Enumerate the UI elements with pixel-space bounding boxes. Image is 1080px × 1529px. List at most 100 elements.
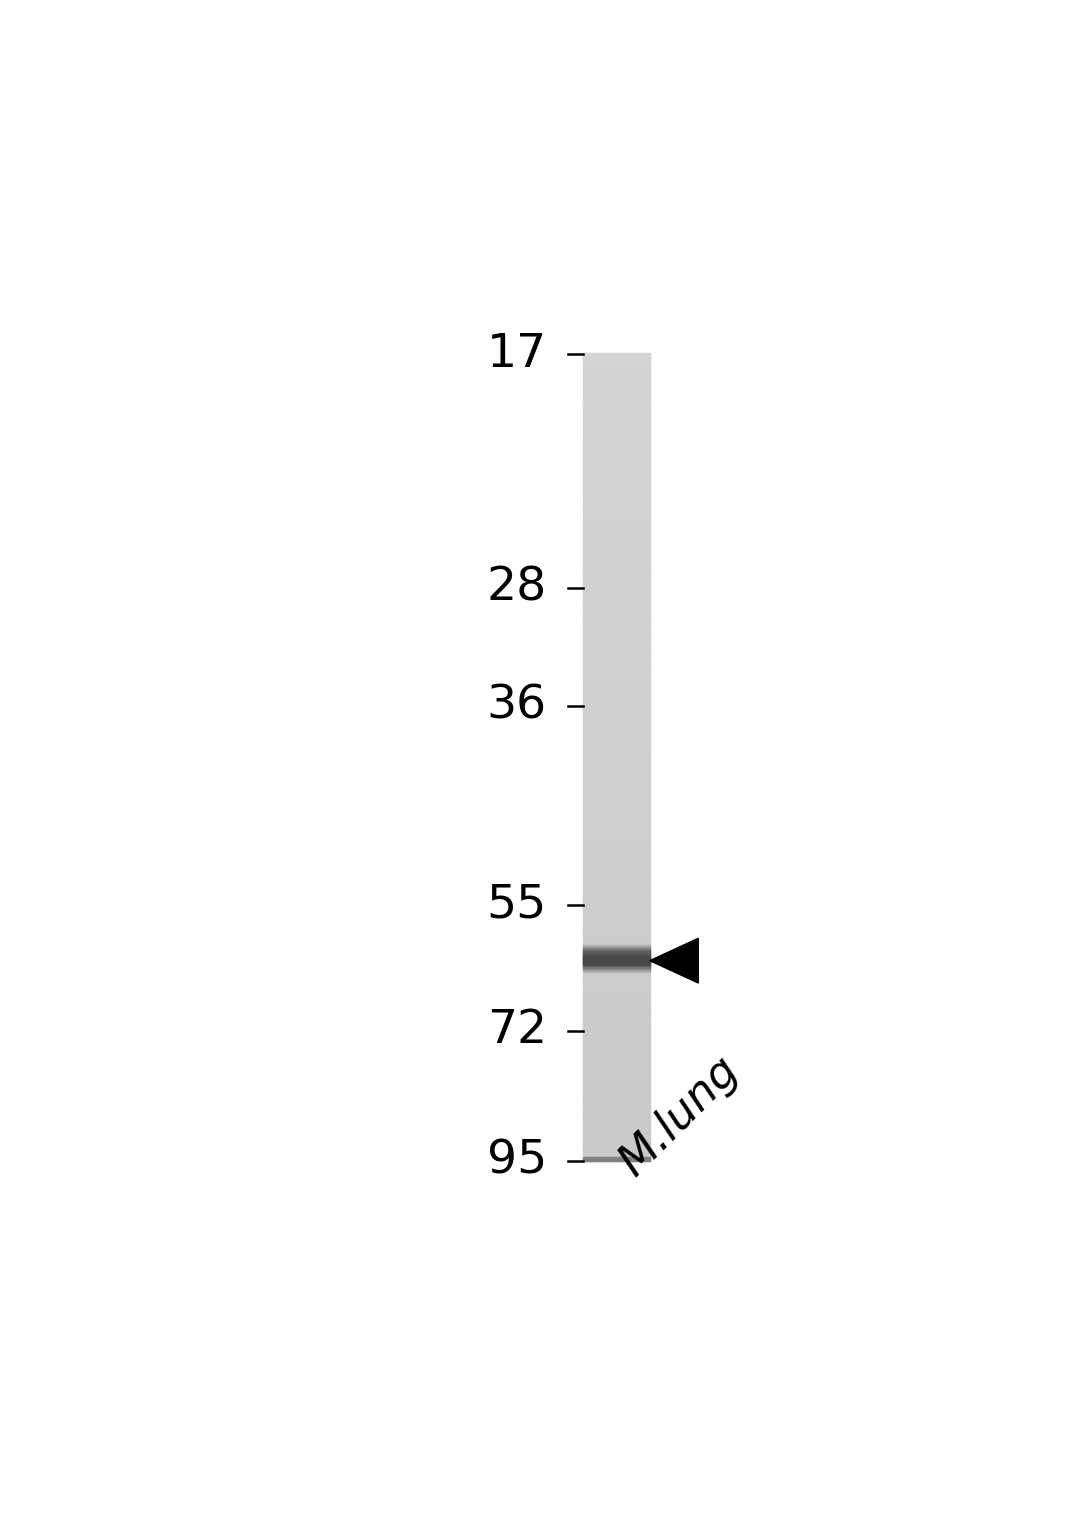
- Bar: [583, 746, 650, 752]
- Bar: [583, 810, 650, 816]
- Bar: [583, 1020, 650, 1026]
- Bar: [583, 934, 650, 940]
- Bar: [583, 573, 650, 579]
- Bar: [583, 950, 650, 954]
- Bar: [583, 702, 650, 709]
- Bar: [583, 579, 650, 586]
- Bar: [583, 1009, 650, 1015]
- Bar: [583, 644, 650, 650]
- Bar: [583, 965, 650, 969]
- Bar: [583, 531, 650, 537]
- Bar: [583, 659, 650, 667]
- Bar: [583, 902, 650, 908]
- Bar: [583, 417, 650, 424]
- Bar: [583, 541, 650, 547]
- Bar: [583, 891, 650, 898]
- Bar: [583, 1112, 650, 1118]
- Bar: [583, 1116, 650, 1122]
- Bar: [583, 676, 650, 682]
- Bar: [583, 804, 650, 812]
- Bar: [583, 847, 650, 855]
- Text: 95: 95: [487, 1138, 546, 1183]
- Bar: [583, 434, 650, 440]
- Bar: [583, 654, 650, 661]
- Bar: [583, 413, 650, 419]
- Bar: [583, 821, 650, 827]
- Bar: [583, 1148, 650, 1156]
- Bar: [583, 836, 650, 844]
- Bar: [583, 1058, 650, 1064]
- Bar: [583, 966, 650, 971]
- Bar: [583, 375, 650, 381]
- Bar: [583, 729, 650, 735]
- Bar: [583, 953, 650, 957]
- Bar: [583, 959, 650, 963]
- Bar: [583, 1154, 650, 1161]
- Bar: [583, 509, 650, 515]
- Bar: [583, 1105, 650, 1112]
- Bar: [583, 945, 650, 950]
- Bar: [583, 982, 650, 989]
- Bar: [583, 757, 650, 763]
- Bar: [583, 957, 650, 962]
- Bar: [583, 948, 650, 953]
- Bar: [583, 945, 650, 950]
- Bar: [583, 950, 650, 956]
- Bar: [583, 751, 650, 757]
- Bar: [583, 1031, 650, 1037]
- Bar: [583, 960, 650, 965]
- Bar: [583, 842, 650, 849]
- Bar: [583, 498, 650, 505]
- Bar: [583, 558, 650, 564]
- Bar: [583, 913, 650, 919]
- Bar: [583, 826, 650, 833]
- Bar: [583, 569, 650, 575]
- Bar: [583, 612, 650, 618]
- Bar: [583, 946, 650, 951]
- Bar: [583, 783, 650, 789]
- Bar: [583, 740, 650, 746]
- Bar: [583, 768, 650, 774]
- Bar: [583, 951, 650, 956]
- Bar: [583, 875, 650, 881]
- Bar: [583, 988, 650, 994]
- Bar: [583, 885, 650, 891]
- Bar: [583, 778, 650, 784]
- Bar: [583, 514, 650, 521]
- Bar: [583, 962, 650, 966]
- Bar: [583, 1101, 650, 1107]
- Bar: [583, 1157, 650, 1161]
- Bar: [583, 719, 650, 725]
- Bar: [583, 968, 650, 972]
- Bar: [583, 488, 650, 494]
- Bar: [583, 946, 650, 953]
- Bar: [583, 998, 650, 1005]
- Bar: [583, 959, 650, 963]
- Bar: [583, 950, 650, 954]
- Bar: [583, 1073, 650, 1079]
- Bar: [583, 858, 650, 865]
- Text: 36: 36: [487, 683, 546, 728]
- Bar: [583, 962, 650, 966]
- Bar: [583, 622, 650, 628]
- Bar: [583, 761, 650, 768]
- Bar: [583, 992, 650, 1000]
- Bar: [583, 1063, 650, 1069]
- Bar: [583, 1052, 650, 1058]
- Bar: [583, 907, 650, 913]
- Bar: [583, 966, 650, 971]
- Bar: [583, 552, 650, 558]
- Bar: [583, 368, 650, 376]
- Text: 28: 28: [487, 566, 546, 610]
- Bar: [583, 945, 650, 951]
- Bar: [583, 951, 650, 956]
- Bar: [583, 379, 650, 387]
- Bar: [583, 789, 650, 795]
- Bar: [583, 917, 650, 924]
- Bar: [583, 956, 650, 960]
- Bar: [583, 428, 650, 434]
- Bar: [583, 956, 650, 960]
- Bar: [583, 407, 650, 413]
- Bar: [583, 959, 650, 963]
- Bar: [583, 962, 650, 966]
